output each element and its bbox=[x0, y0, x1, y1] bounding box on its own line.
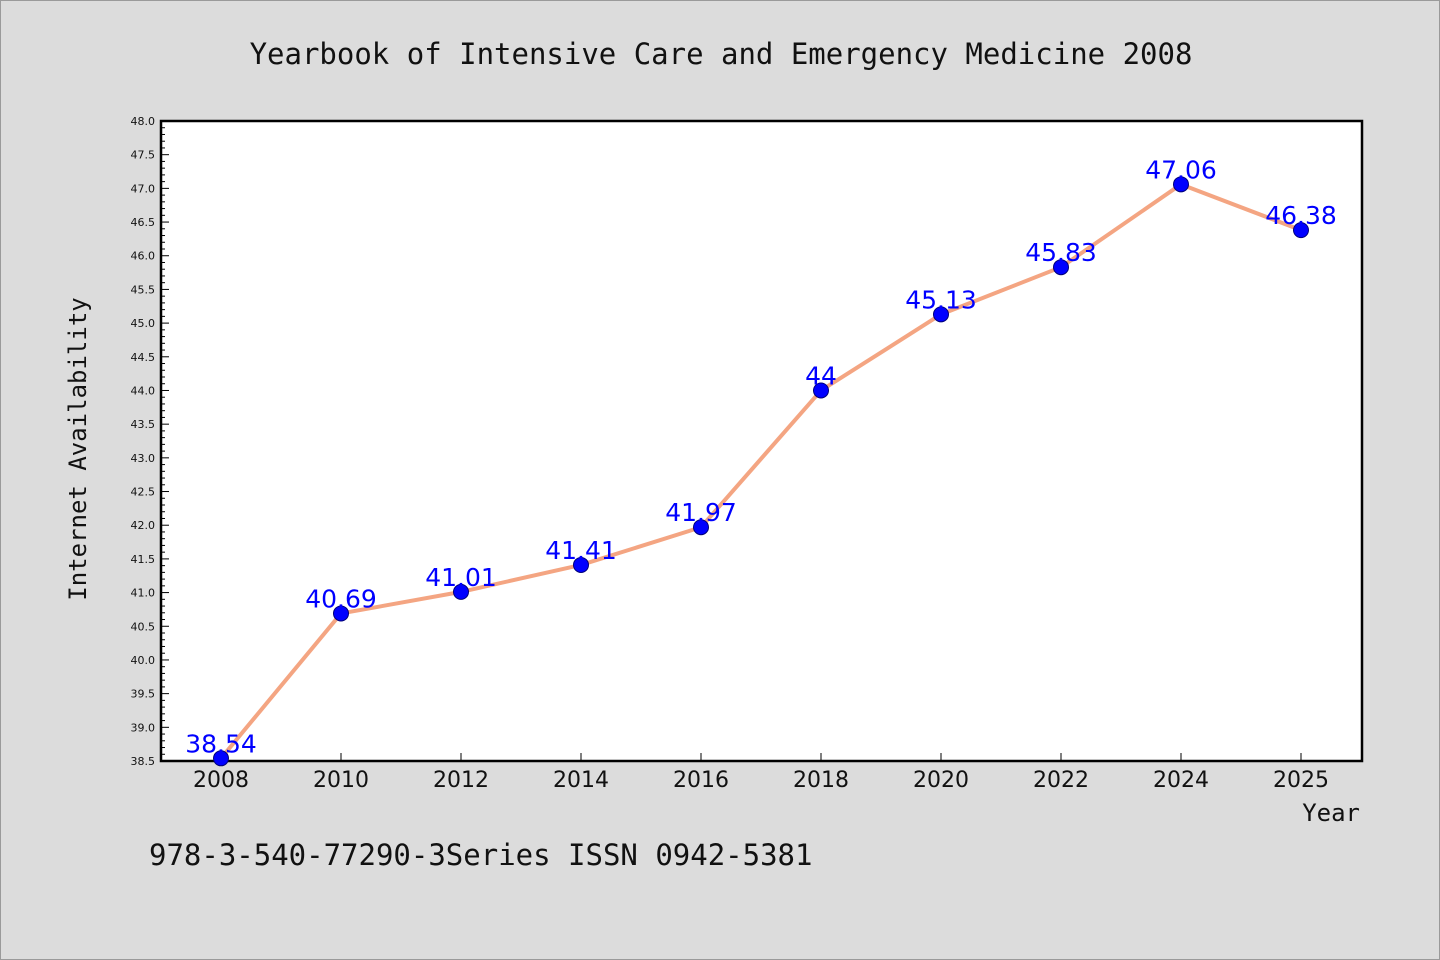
y-tick-label: 43.5 bbox=[131, 418, 156, 431]
x-tick-label: 2010 bbox=[313, 768, 369, 793]
footnote: 978-3-540-77290-3Series ISSN 0942-5381 bbox=[149, 838, 812, 872]
x-tick-label: 2012 bbox=[433, 768, 489, 793]
data-label: 41.97 bbox=[665, 498, 737, 527]
y-tick-label: 46.5 bbox=[131, 216, 156, 229]
data-point bbox=[333, 605, 349, 622]
y-tick-label: 39.5 bbox=[131, 688, 156, 701]
x-tick-label: 2024 bbox=[1153, 768, 1209, 793]
x-tick-label: 2020 bbox=[913, 768, 969, 793]
x-tick-label: 2018 bbox=[793, 768, 849, 793]
data-label: 45.13 bbox=[905, 285, 977, 314]
y-tick-label: 42.5 bbox=[131, 486, 156, 499]
data-point bbox=[1293, 222, 1309, 239]
x-tick-label: 2008 bbox=[193, 768, 249, 793]
y-tick-label: 45.0 bbox=[131, 317, 156, 330]
y-tick-label: 46.0 bbox=[131, 250, 156, 263]
series-line bbox=[219, 182, 1302, 760]
x-axis-ticks: 2008 2010 2012 2014 2016 2018 2020 2022 2024 2025 bbox=[193, 753, 1329, 793]
data-label: 44 bbox=[805, 361, 837, 390]
data-point bbox=[813, 382, 829, 399]
y-tick-label: 45.5 bbox=[131, 283, 156, 296]
y-tick-label: 41.0 bbox=[131, 587, 156, 600]
y-tick-label: 41.5 bbox=[131, 553, 156, 566]
data-label: 46.38 bbox=[1265, 201, 1337, 230]
x-tick-label: 2016 bbox=[673, 768, 729, 793]
data-label: 38.54 bbox=[185, 729, 257, 758]
data-point bbox=[933, 306, 949, 323]
chart-title: Yearbook of Intensive Care and Emergency… bbox=[250, 37, 1193, 71]
data-labels: 38.54 40.69 41.01 41.41 41.97 44 45.13 45.83 47.… bbox=[185, 155, 1337, 758]
y-tick-label: 44.5 bbox=[131, 351, 156, 364]
data-point bbox=[573, 556, 589, 573]
data-label: 40.69 bbox=[305, 584, 377, 613]
y-tick-label: 40.5 bbox=[131, 620, 156, 633]
y-tick-label: 47.0 bbox=[131, 182, 156, 195]
y-tick-label: 38.5 bbox=[131, 755, 156, 768]
data-point bbox=[213, 750, 229, 767]
y-tick-label: 47.5 bbox=[131, 149, 156, 162]
x-tick-label: 2025 bbox=[1273, 768, 1329, 793]
data-label: 41.01 bbox=[425, 563, 497, 592]
plot-area bbox=[159, 119, 1364, 763]
data-point bbox=[1173, 176, 1189, 193]
data-label: 41.41 bbox=[545, 536, 617, 565]
data-label: 47.06 bbox=[1145, 155, 1217, 184]
data-label: 45.83 bbox=[1025, 238, 1097, 267]
y-tick-label: 43.0 bbox=[131, 452, 156, 465]
data-point bbox=[693, 519, 709, 536]
y-tick-label: 40.0 bbox=[131, 654, 156, 667]
series-markers bbox=[213, 176, 1309, 767]
y-tick-label: 42.0 bbox=[131, 519, 156, 532]
y-axis-ticks: 38.5 39.0 39.5 40.0 40.5 41.0 41.5 42.0 42.5 43.0… bbox=[131, 115, 169, 768]
data-point bbox=[453, 583, 469, 600]
data-point bbox=[1053, 259, 1069, 276]
x-axis-title: Year bbox=[1302, 799, 1360, 827]
x-tick-label: 2014 bbox=[553, 768, 609, 793]
x-tick-label: 2022 bbox=[1033, 768, 1089, 793]
y-tick-label: 44.0 bbox=[131, 384, 156, 397]
y-tick-label: 48.0 bbox=[131, 115, 156, 128]
y-axis-title: Internet Availability bbox=[64, 297, 92, 600]
y-tick-label: 39.0 bbox=[131, 721, 156, 734]
